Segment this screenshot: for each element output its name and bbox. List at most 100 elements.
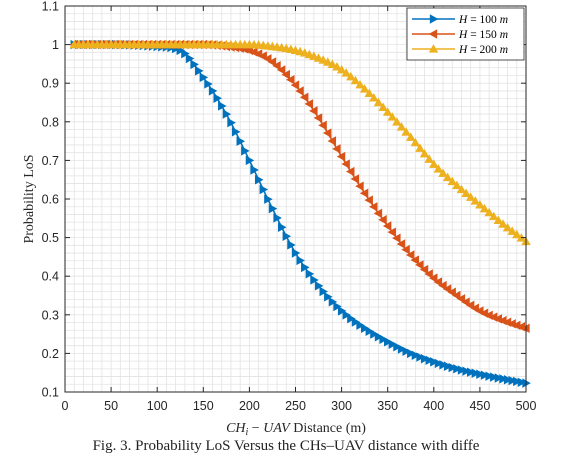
series-point [494, 373, 504, 383]
x-tick-label: 150 [193, 399, 214, 413]
series-point [314, 281, 324, 291]
series-point [264, 194, 273, 204]
series-point [290, 80, 300, 90]
series-point [513, 376, 522, 387]
series-point [402, 346, 411, 357]
series-point [296, 255, 305, 266]
x-tick-label: 0 [62, 399, 69, 413]
x-tick-label: 450 [469, 399, 490, 413]
series-point [245, 155, 255, 166]
series-point [470, 196, 480, 205]
legend-marker [428, 29, 438, 39]
series-point [351, 317, 361, 327]
series-point [336, 64, 347, 74]
x-tick-label: 500 [516, 399, 537, 413]
series-point [493, 215, 504, 225]
series-point [452, 290, 461, 301]
series-point [373, 97, 384, 107]
series-point [502, 222, 513, 232]
series-point [267, 57, 277, 67]
series-point [503, 375, 513, 385]
series-point [309, 51, 319, 60]
series-point [392, 117, 402, 126]
grid-lines [64, 5, 527, 393]
series-point [461, 297, 470, 307]
series-point [416, 352, 425, 362]
series-point [318, 55, 328, 64]
series-point [185, 53, 195, 64]
series-point [453, 364, 462, 374]
series-point [456, 184, 467, 194]
series-point [259, 184, 269, 195]
series-point [319, 286, 328, 297]
series-point [346, 166, 355, 177]
series-point [356, 320, 365, 330]
series-point [378, 102, 388, 111]
legend-marker [428, 44, 439, 53]
series-point [369, 93, 379, 102]
x-tick-label: 250 [285, 399, 306, 413]
series-point [420, 354, 430, 364]
series-point [281, 69, 290, 80]
series-point [467, 367, 476, 377]
x-axis-label-rest: Distance (m) [290, 421, 367, 436]
series-point [401, 244, 410, 255]
x-axis-label-subscript: i [246, 427, 249, 438]
series-point [393, 342, 402, 352]
series-point [355, 79, 365, 89]
series-point [181, 48, 190, 59]
series-point [512, 229, 522, 239]
series-point [364, 195, 373, 205]
series-point [396, 122, 407, 131]
series-point [479, 203, 490, 213]
series-point [433, 164, 444, 173]
series-point [364, 88, 374, 98]
series-point [227, 117, 236, 128]
series-point [190, 59, 199, 70]
series-point [231, 127, 241, 137]
series-point [401, 127, 411, 136]
legend-label: H = 150 m [458, 29, 508, 41]
series-point [452, 180, 462, 190]
series-point [382, 107, 393, 116]
y-tick-labels: 0.1 0.2 0.3 0.4 0.5 0.6 0.7 0.8 0.9 1 1.1 [42, 0, 59, 400]
y-axis-label: Probability LoS [22, 154, 37, 243]
series-point [382, 221, 392, 231]
x-axis-label-uav: UAV [263, 421, 291, 436]
series-point [447, 176, 457, 186]
series-point [204, 79, 213, 89]
series-point [429, 159, 439, 168]
series-point [295, 86, 304, 96]
series-point [456, 294, 466, 304]
series-point [195, 66, 204, 76]
series-point [442, 284, 452, 294]
series-point [439, 360, 448, 370]
y-tick-label: 0.7 [42, 154, 59, 168]
series-point [508, 375, 517, 386]
y-tick-label: 0.2 [42, 347, 59, 361]
series-point [341, 159, 350, 169]
series-point [490, 372, 499, 382]
series-point [324, 292, 333, 302]
legend: H = 100 m H = 150 m H = 200 m [406, 7, 525, 61]
series-point [424, 154, 434, 163]
series-point [254, 175, 264, 185]
y-tick-label: 0.4 [42, 270, 59, 284]
series-point [313, 113, 323, 123]
y-tick-label: 0.9 [42, 77, 59, 91]
series-point [374, 332, 384, 342]
figure-caption: Fig. 3. Probability LoS Versus the CHs–U… [92, 438, 480, 454]
series-point [370, 329, 379, 339]
y-tick-label: 0.3 [42, 308, 59, 322]
x-tick-label: 300 [331, 399, 352, 413]
series-point [305, 269, 315, 279]
series-point [327, 136, 337, 146]
series-point [499, 374, 508, 384]
series-point [410, 137, 421, 147]
series-point [484, 207, 494, 217]
legend-label: H = 200 m [458, 44, 508, 56]
series-point [365, 326, 375, 336]
y-tick-label: 0.8 [42, 115, 59, 129]
series-point [406, 132, 416, 141]
series-point [322, 128, 332, 138]
